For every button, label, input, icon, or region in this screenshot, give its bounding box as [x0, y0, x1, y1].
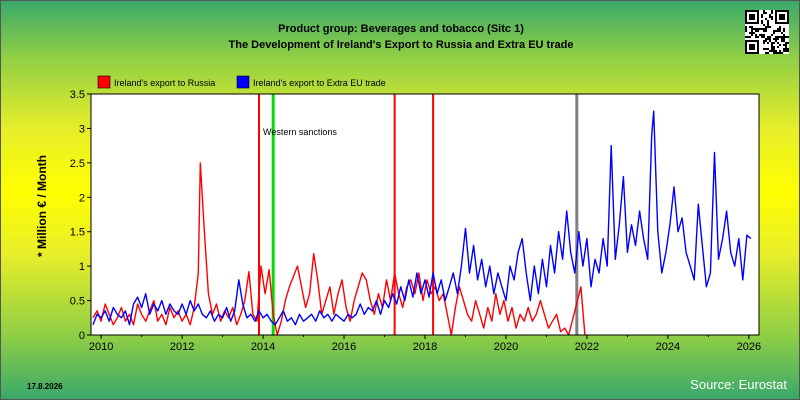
y-axis: 0 0.5 1 1.5 2 2.5 3 3.5: [70, 89, 91, 342]
y-tick-label: 2: [79, 192, 85, 204]
x-axis: 2010 2012 2014 2016 2018 2020 2022 2024 2026: [89, 335, 761, 353]
y-tick-label: 3.5: [70, 89, 85, 101]
plot-area: [91, 94, 759, 335]
y-tick-label: 2.5: [70, 158, 85, 170]
x-tick-label: 2022: [575, 341, 599, 353]
series-russia-line: [92, 162, 586, 336]
legend: Ireland's export to Russia Ireland's expo…: [97, 75, 386, 89]
x-tick-label: 2016: [332, 341, 356, 353]
legend-label-extra-eu: Ireland's export to Extra EU trade: [253, 78, 386, 88]
legend-swatch-extra-eu: [236, 75, 250, 89]
annotation-western-sanctions: Western sanctions: [263, 127, 337, 137]
x-tick-label: 2018: [413, 341, 437, 353]
y-tick-label: 3: [79, 123, 85, 135]
chart-title: The Development of Ireland's Export to R…: [228, 39, 574, 51]
x-tick-label: 2014: [251, 341, 275, 353]
legend-label-russia: Ireland's export to Russia: [114, 78, 215, 88]
vertical-event-lines: [258, 94, 579, 335]
x-tick-label: 2020: [494, 341, 518, 353]
x-tick-label: 2010: [89, 341, 113, 353]
x-tick-label: 2026: [737, 341, 761, 353]
annotations: Western sanctions: [263, 127, 337, 137]
date-stamp: 17.8.2026: [27, 382, 63, 391]
y-tick-label: 0: [79, 330, 85, 342]
y-tick-label: 1: [79, 261, 85, 273]
series-extra-eu-line: [92, 110, 752, 326]
series-group: [92, 110, 752, 336]
chart-subtitle: Product group: Beverages and tobacco (Si…: [278, 23, 524, 35]
x-tick-label: 2012: [170, 341, 194, 353]
legend-swatch-russia: [97, 75, 111, 89]
y-tick-label: 0.5: [70, 296, 85, 308]
qr-code: [745, 10, 789, 54]
source-label: Source: Eurostat: [690, 377, 787, 392]
y-axis-label: * Million € / Month: [35, 155, 49, 257]
x-tick-label: 2024: [656, 341, 680, 353]
y-tick-label: 1.5: [70, 227, 85, 239]
